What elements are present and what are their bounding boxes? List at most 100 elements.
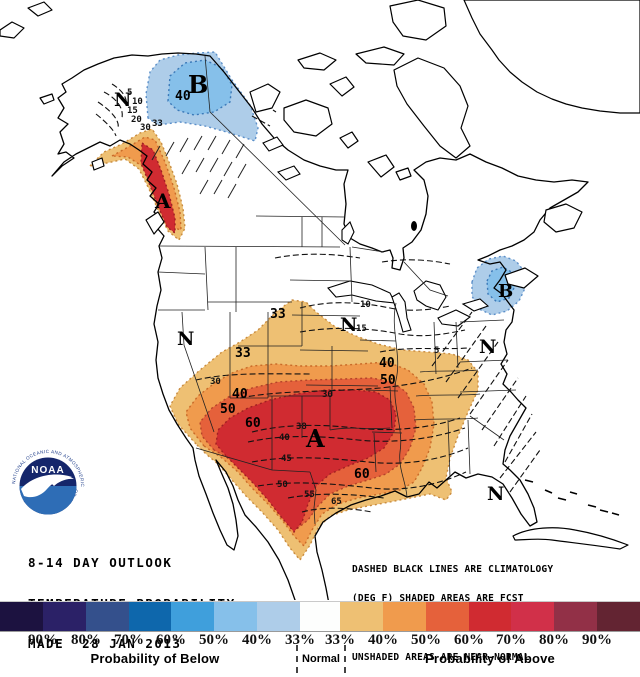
scale-tick-above-60: 60%	[454, 632, 484, 648]
clim-label: 30	[322, 390, 333, 400]
below-caption: Probability of Below	[90, 651, 220, 666]
clim-label: 55	[304, 490, 315, 500]
scale-swatch-below-80	[43, 602, 86, 631]
label-near-normal-midwest: N	[340, 314, 357, 336]
probability-color-scale	[0, 601, 640, 632]
vancouver-island	[145, 211, 165, 235]
logo-wing-icon	[48, 475, 74, 486]
label-near-normal-west: N	[177, 328, 194, 350]
scale-swatch-above-50	[426, 602, 469, 631]
prob-contour-50-e: 50	[380, 373, 396, 388]
arctic-islands	[249, 0, 471, 181]
lake-ontario	[461, 298, 490, 312]
great-bear-lake	[262, 136, 284, 152]
noaa-logo: NATIONAL OCEANIC AND ATMOSPHERIC ADMINIS…	[6, 442, 88, 526]
clim-label: 15	[356, 324, 367, 334]
scale-swatch-below-60	[129, 602, 171, 631]
clim-label: 38	[296, 422, 307, 432]
political-borders	[157, 55, 517, 525]
label-below-northeast: B	[498, 281, 513, 302]
scale-swatch-normal	[300, 602, 340, 631]
clim-label: 10	[132, 97, 143, 107]
scale-tick-below-33: 33%	[285, 632, 315, 648]
clim-label: 5	[127, 88, 132, 98]
siberia-edge	[0, 1, 53, 39]
scale-swatch-below-40	[214, 602, 257, 631]
lake-erie	[437, 309, 472, 327]
prob-contour-33-a: 33	[270, 307, 286, 322]
prob-contour-33-b: 33	[235, 346, 251, 361]
scale-swatch-above-40	[383, 602, 426, 631]
label-near-normal-alaska: N	[114, 89, 131, 111]
coastlines	[0, 0, 640, 600]
prob-contour-40-ak: 40	[175, 89, 191, 104]
greenland	[463, 0, 640, 114]
label-near-normal-northeast: N	[479, 336, 496, 358]
logo-seabird-icon	[21, 474, 72, 498]
region-above-akcoast-60	[140, 141, 176, 235]
clim-label: 33	[152, 119, 163, 129]
kodiak-island	[91, 157, 105, 171]
clim-label: 50	[277, 480, 288, 490]
label-near-normal-florida: N	[487, 483, 504, 505]
scale-tick-below-70: 70%	[114, 632, 144, 648]
scale-tick-above-70: 70%	[496, 632, 526, 648]
prob-contour-60-s: 60	[354, 467, 370, 482]
lake-huron	[413, 280, 447, 311]
clim-label: 5	[434, 346, 439, 356]
scale-swatch-below-33	[257, 602, 300, 631]
above-caption: Probability of Above	[425, 651, 555, 666]
normal-caption: Normal	[302, 653, 340, 665]
scale-tick-below-60: 60%	[156, 632, 186, 648]
explanation-line: DASHED BLACK LINES ARE CLIMATOLOGY	[352, 563, 554, 575]
label-above-south: A	[305, 424, 325, 453]
prob-contour-60-w: 60	[245, 416, 261, 431]
scale-tick-above-33: 33%	[325, 632, 355, 648]
mainland-coast	[51, 52, 589, 600]
scale-swatch-above-90	[597, 602, 640, 631]
explanation-line: UNSHADED AREAS ARE NEAR-NORMAL	[352, 651, 530, 663]
prob-contour-40-e: 40	[379, 356, 395, 371]
newfoundland	[543, 203, 583, 233]
scale-swatch-above-70	[511, 602, 554, 631]
probability-regions	[87, 51, 527, 562]
scale-tick-below-80: 80%	[71, 632, 101, 648]
label-below-alaska: B	[188, 70, 208, 99]
belcher-islands	[411, 221, 417, 231]
cuba	[512, 527, 629, 550]
scale-tick-above-40: 40%	[368, 632, 398, 648]
clim-label: 30	[140, 123, 151, 133]
explanation-line: (DEG F) SHADED AREAS ARE FCST	[352, 592, 524, 604]
outlook-title-line: 8-14 DAY OUTLOOK	[28, 555, 173, 570]
clim-label: 65	[331, 497, 342, 507]
scale-swatch-below-70	[86, 602, 129, 631]
near-normal-hatch	[151, 135, 247, 199]
lake-winnipeg	[341, 221, 355, 245]
clim-label: 10	[360, 300, 371, 310]
region-below-alaska-40	[167, 59, 233, 116]
clim-label: 20	[131, 115, 142, 125]
scale-tick-above-50: 50%	[411, 632, 441, 648]
north-america-outlook-map: N B A N N N N A B 40 33 33 40 50 60 40 5…	[0, 0, 640, 600]
scale-tick-below-40: 40%	[242, 632, 272, 648]
scale-swatch-below-50	[171, 602, 214, 631]
label-above-akcoast: A	[154, 189, 171, 213]
scale-swatch-above-80	[554, 602, 597, 631]
clim-label: 15	[127, 106, 138, 116]
clim-label: 45	[281, 454, 292, 464]
outlook-made-line: MADE 28 JAN 2013	[28, 636, 182, 651]
great-slave-lake	[277, 165, 301, 181]
scale-swatch-above-33	[340, 602, 383, 631]
scale-tick-above-80: 80%	[539, 632, 569, 648]
prob-contour-50-w: 50	[220, 402, 236, 417]
logo-noaa-text: NOAA	[31, 465, 64, 476]
clim-label: 30	[210, 377, 221, 387]
clim-label: 40	[279, 433, 290, 443]
scale-tick-above-90: 90%	[582, 632, 612, 648]
map-labels: N B A N N N N A B 40 33 33 40 50 60 40 5…	[114, 70, 513, 507]
scale-swatch-below-90	[0, 602, 43, 631]
scale-tick-below-50: 50%	[199, 632, 229, 648]
scale-tick-below-90: 90%	[28, 632, 58, 648]
normal-caption-box: Normal	[296, 645, 346, 673]
